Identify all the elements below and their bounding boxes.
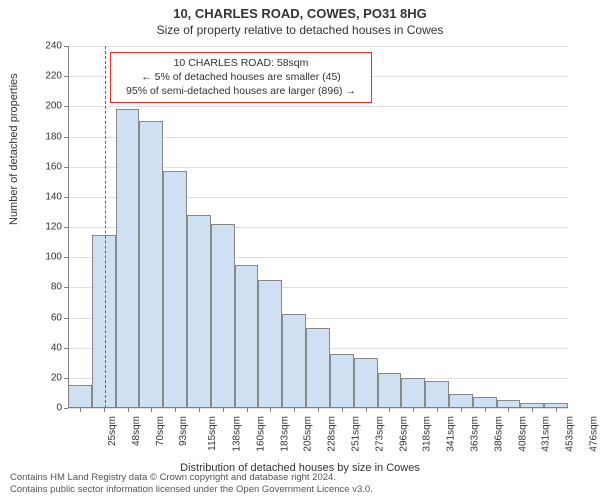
- xtick-mark: [342, 408, 343, 412]
- xtick-mark: [175, 408, 176, 412]
- xtick-label: 386sqm: [493, 416, 504, 452]
- xtick-mark: [366, 408, 367, 412]
- ytick-label: 160: [32, 161, 62, 172]
- xtick-label: 138sqm: [232, 416, 243, 452]
- ytick-label: 120: [32, 222, 62, 233]
- ytick-label: 180: [32, 131, 62, 142]
- histogram-bar: [330, 354, 354, 408]
- xtick-mark: [485, 408, 486, 412]
- histogram-bar: [378, 373, 402, 408]
- xtick-label: 408sqm: [517, 416, 528, 452]
- xtick-mark: [199, 408, 200, 412]
- histogram-bar: [425, 381, 449, 408]
- footer-line1: Contains HM Land Registry data © Crown c…: [10, 472, 373, 484]
- chart-plot-area: 02040608010012014016018020022024025sqm48…: [68, 46, 568, 408]
- histogram-bar: [187, 215, 211, 408]
- annotation-box: 10 CHARLES ROAD: 58sqm← 5% of detached h…: [110, 52, 372, 103]
- xtick-mark: [508, 408, 509, 412]
- xtick-mark: [556, 408, 557, 412]
- histogram-bar: [258, 280, 282, 408]
- xtick-mark: [104, 408, 105, 412]
- xtick-mark: [151, 408, 152, 412]
- xtick-label: 273sqm: [374, 416, 385, 452]
- xtick-label: 205sqm: [303, 416, 314, 452]
- xtick-label: 160sqm: [255, 416, 266, 452]
- ytick-mark: [64, 408, 68, 409]
- histogram-bar: [92, 235, 116, 408]
- xtick-label: 48sqm: [131, 416, 142, 446]
- histogram-bar: [116, 109, 140, 408]
- xtick-mark: [532, 408, 533, 412]
- xtick-mark: [437, 408, 438, 412]
- annotation-line1: 10 CHARLES ROAD: 58sqm: [117, 56, 365, 70]
- reference-line: [105, 46, 106, 408]
- xtick-mark: [389, 408, 390, 412]
- xtick-label: 228sqm: [327, 416, 338, 452]
- ytick-label: 40: [32, 342, 62, 353]
- xtick-mark: [461, 408, 462, 412]
- histogram-bar: [211, 224, 235, 408]
- chart-title-sub: Size of property relative to detached ho…: [0, 21, 600, 37]
- xtick-label: 431sqm: [541, 416, 552, 452]
- xtick-mark: [270, 408, 271, 412]
- annotation-line2: ← 5% of detached houses are smaller (45): [117, 70, 365, 84]
- ytick-label: 200: [32, 101, 62, 112]
- xtick-label: 251sqm: [351, 416, 362, 452]
- ytick-label: 20: [32, 372, 62, 383]
- histogram-bar: [354, 358, 378, 408]
- xtick-label: 183sqm: [279, 416, 290, 452]
- histogram-bar: [139, 121, 163, 408]
- xtick-label: 318sqm: [422, 416, 433, 452]
- xtick-mark: [247, 408, 248, 412]
- xtick-label: 453sqm: [565, 416, 576, 452]
- histogram-bar: [235, 265, 259, 408]
- histogram-bar: [401, 378, 425, 408]
- chart-title-main: 10, CHARLES ROAD, COWES, PO31 8HG: [0, 0, 600, 21]
- footer-line2: Contains public sector information licen…: [10, 484, 373, 496]
- histogram-bar: [282, 314, 306, 408]
- xtick-label: 363sqm: [470, 416, 481, 452]
- gridline: [68, 106, 568, 107]
- xtick-mark: [413, 408, 414, 412]
- xtick-mark: [128, 408, 129, 412]
- histogram-bar: [163, 171, 187, 408]
- xtick-mark: [223, 408, 224, 412]
- y-axis-label: Number of detached properties: [8, 73, 20, 225]
- ytick-label: 220: [32, 71, 62, 82]
- xtick-label: 115sqm: [207, 416, 218, 451]
- ytick-label: 100: [32, 252, 62, 263]
- ytick-label: 240: [32, 41, 62, 52]
- xtick-mark: [294, 408, 295, 412]
- ytick-label: 0: [32, 403, 62, 414]
- xtick-label: 70sqm: [155, 416, 166, 446]
- xtick-mark: [318, 408, 319, 412]
- gridline: [68, 46, 568, 47]
- xtick-label: 25sqm: [107, 416, 118, 446]
- xtick-label: 341sqm: [446, 416, 457, 452]
- ytick-label: 140: [32, 191, 62, 202]
- histogram-bar: [68, 385, 92, 408]
- annotation-line3: 95% of semi-detached houses are larger (…: [117, 84, 365, 98]
- ytick-label: 80: [32, 282, 62, 293]
- histogram-bar: [306, 328, 330, 408]
- ytick-label: 60: [32, 312, 62, 323]
- histogram-bar: [449, 394, 473, 408]
- xtick-mark: [80, 408, 81, 412]
- y-axis-line: [68, 46, 69, 408]
- xtick-label: 93sqm: [178, 416, 189, 446]
- x-axis-line: [68, 407, 568, 408]
- footer-attribution: Contains HM Land Registry data © Crown c…: [10, 472, 373, 496]
- xtick-label: 296sqm: [398, 416, 409, 452]
- xtick-label: 476sqm: [589, 416, 600, 452]
